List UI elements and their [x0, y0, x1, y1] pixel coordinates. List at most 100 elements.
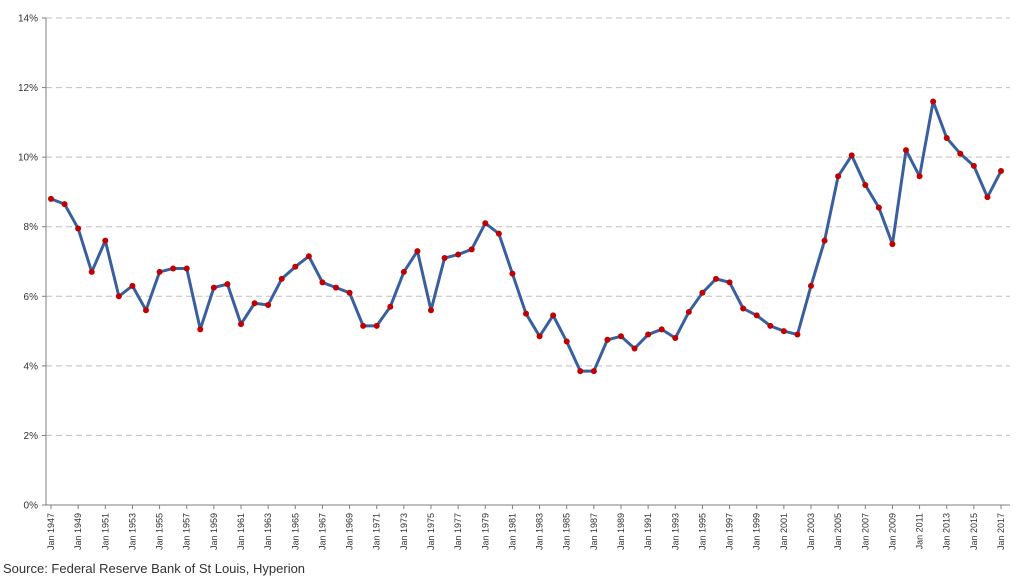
x-tick-label: Jan 2005: [833, 513, 843, 550]
x-tick-label: Jan 1993: [670, 513, 680, 550]
x-tick-label: Jan 2001: [779, 513, 789, 550]
series-line: [50, 99, 1003, 373]
x-tick-label: Jan 1989: [616, 513, 626, 550]
x-tick-label: Jan 1987: [589, 513, 599, 550]
data-point: [672, 335, 679, 342]
x-tick-label: Jan 2007: [860, 513, 870, 550]
data-point: [957, 150, 964, 157]
data-point: [75, 225, 82, 232]
x-tick-label: Jan 1949: [73, 513, 83, 550]
data-point: [699, 289, 706, 296]
x-tick-label: Jan 1955: [155, 513, 165, 550]
y-tick-label: 4%: [24, 361, 39, 372]
data-point: [875, 204, 882, 211]
data-point: [197, 326, 204, 333]
data-point: [468, 246, 475, 253]
x-tick-label: Jan 1971: [372, 513, 382, 550]
data-point: [645, 331, 652, 338]
data-point: [808, 282, 814, 289]
x-tick-label: Jan 1961: [236, 513, 246, 550]
data-point: [319, 279, 326, 286]
data-point: [210, 284, 217, 291]
data-point: [889, 241, 896, 248]
data-point: [685, 308, 692, 315]
data-point: [170, 265, 177, 272]
data-point: [658, 326, 665, 333]
x-tick-label: Jan 1997: [725, 513, 735, 550]
x-tick-label: Jan 1947: [46, 513, 56, 550]
data-point: [115, 293, 122, 300]
data-point: [767, 322, 774, 329]
data-point: [509, 270, 516, 277]
data-point: [848, 152, 855, 159]
x-tick-label: Jan 2011: [915, 513, 925, 549]
data-point: [360, 322, 367, 329]
gridlines: [46, 17, 1010, 436]
data-point: [835, 173, 842, 180]
data-point: [414, 248, 421, 255]
x-tick-label: Jan 2013: [942, 513, 952, 550]
x-tick-label: Jan 1999: [752, 513, 762, 550]
x-tick-label: Jan 1985: [562, 513, 572, 550]
data-point: [333, 284, 339, 291]
data-point: [943, 135, 950, 142]
y-tick-label: 10%: [18, 153, 38, 164]
data-point: [102, 237, 109, 244]
data-point: [278, 275, 285, 282]
y-tick-label: 0%: [24, 501, 39, 512]
x-tick-label: Jan 1965: [290, 513, 300, 550]
y-tick-label: 2%: [24, 431, 39, 442]
data-point: [292, 263, 299, 270]
data-point: [251, 300, 258, 307]
data-point: [143, 307, 149, 314]
data-point: [930, 98, 937, 105]
data-point: [428, 307, 434, 314]
data-point: [794, 331, 801, 338]
data-point: [305, 253, 312, 260]
x-tick-label: Jan 1975: [426, 513, 436, 550]
x-tick-label: Jan 1951: [100, 513, 110, 550]
series-group: [48, 98, 1004, 375]
data-point: [631, 345, 638, 352]
data-point: [916, 173, 923, 180]
source-note: Source: Federal Reserve Bank of St Louis…: [3, 561, 306, 576]
data-point: [48, 195, 54, 202]
x-tick-label: Jan 1969: [345, 513, 355, 550]
y-tick-label: 12%: [18, 83, 38, 94]
data-point: [156, 268, 163, 275]
data-point: [998, 168, 1004, 175]
line-chart: 0%2%4%6%8%10%12%14% Jan 1947 Jan 1949 Jan …: [18, 14, 1010, 550]
x-tick-label: Jan 1977: [453, 513, 463, 550]
data-point: [984, 194, 991, 201]
data-point: [265, 301, 272, 308]
data-point: [495, 230, 502, 237]
x-tick-label: Jan 1981: [507, 513, 517, 550]
data-point: [780, 328, 787, 335]
data-point: [618, 333, 624, 340]
x-tick-label: Jan 1973: [399, 513, 409, 550]
data-point: [482, 220, 489, 227]
data-point: [563, 338, 570, 345]
x-tick-label: Jan 1953: [127, 513, 137, 550]
data-point: [726, 279, 733, 286]
data-point: [224, 281, 231, 288]
data-point: [536, 333, 543, 340]
x-tick-label: Jan 2003: [806, 513, 816, 550]
data-point: [129, 282, 136, 289]
data-point: [523, 310, 529, 317]
data-point: [387, 303, 394, 310]
data-point: [238, 321, 244, 328]
data-point: [862, 181, 869, 188]
data-point: [88, 268, 95, 275]
x-axis-ticks: Jan 1947 Jan 1949 Jan 1951 Jan 1953 Jan 1955…: [46, 505, 1006, 550]
data-point: [753, 312, 760, 319]
data-point: [903, 147, 909, 154]
x-tick-label: Jan 1995: [697, 513, 707, 550]
x-tick-label: Jan 1967: [317, 513, 327, 550]
y-tick-label: 8%: [24, 222, 39, 233]
y-tick-label: 14%: [18, 14, 38, 25]
data-point: [373, 322, 380, 329]
x-tick-label: Jan 1991: [643, 513, 653, 550]
data-point: [970, 162, 977, 169]
data-point: [455, 251, 462, 258]
